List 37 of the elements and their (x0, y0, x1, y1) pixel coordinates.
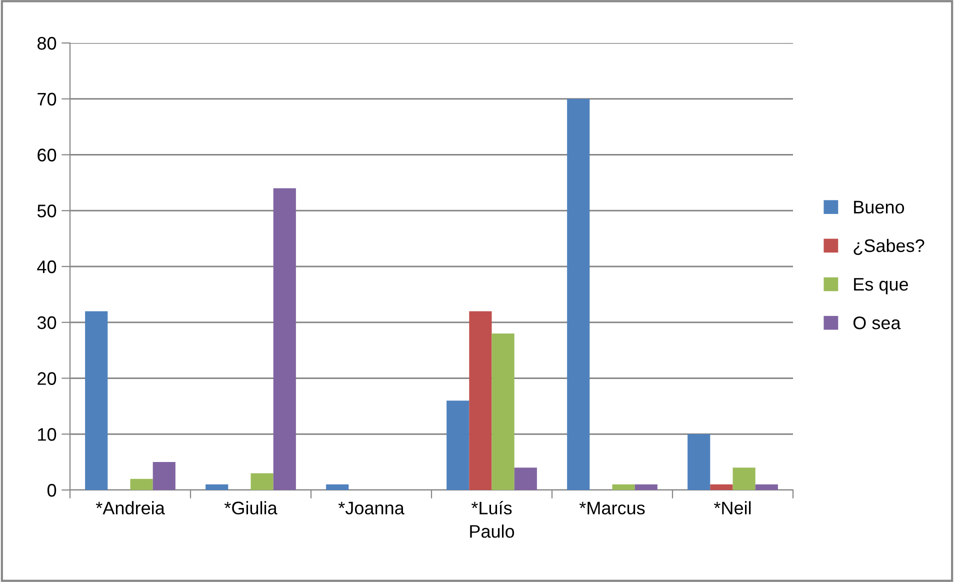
bar (688, 434, 710, 490)
y-tick-label: 10 (38, 428, 56, 441)
x-tick-label: *Marcus (579, 502, 645, 514)
bar (206, 484, 228, 490)
bar (326, 484, 349, 490)
y-tick-label: 50 (37, 204, 56, 218)
y-tick-label: 40 (37, 260, 56, 274)
bar (85, 311, 108, 490)
bar (634, 484, 658, 490)
y-tick-label: 20 (38, 372, 56, 385)
bar (492, 334, 514, 490)
legend-label: Es que (854, 278, 908, 294)
y-tick-label: 0 (47, 484, 56, 497)
bar (567, 98, 590, 490)
legend-label: Bueno (854, 200, 904, 214)
bar (710, 484, 733, 490)
bar (152, 462, 176, 490)
y-tick-label: 60 (38, 148, 56, 162)
bar (755, 484, 778, 490)
bar (469, 311, 492, 490)
bar (446, 400, 470, 490)
bar (612, 484, 635, 490)
bar (514, 468, 537, 490)
bar (273, 188, 296, 490)
bar (130, 478, 153, 490)
x-tick-label: *Joanna (338, 502, 404, 514)
x-tick-label: *Neil (714, 501, 751, 514)
x-tick-label: *Andreia (96, 501, 165, 514)
legend-label: ¿Sabes? (854, 238, 924, 255)
legend-label: O sea (853, 316, 901, 330)
bar (732, 468, 756, 490)
bar (250, 473, 274, 490)
y-tick-label: 30 (37, 316, 56, 330)
x-tick-label: *Luís Paulo (470, 500, 514, 538)
y-tick-label: 70 (38, 92, 56, 106)
y-tick-label: 80 (38, 36, 56, 50)
x-tick-label: *Giulia (224, 501, 278, 514)
